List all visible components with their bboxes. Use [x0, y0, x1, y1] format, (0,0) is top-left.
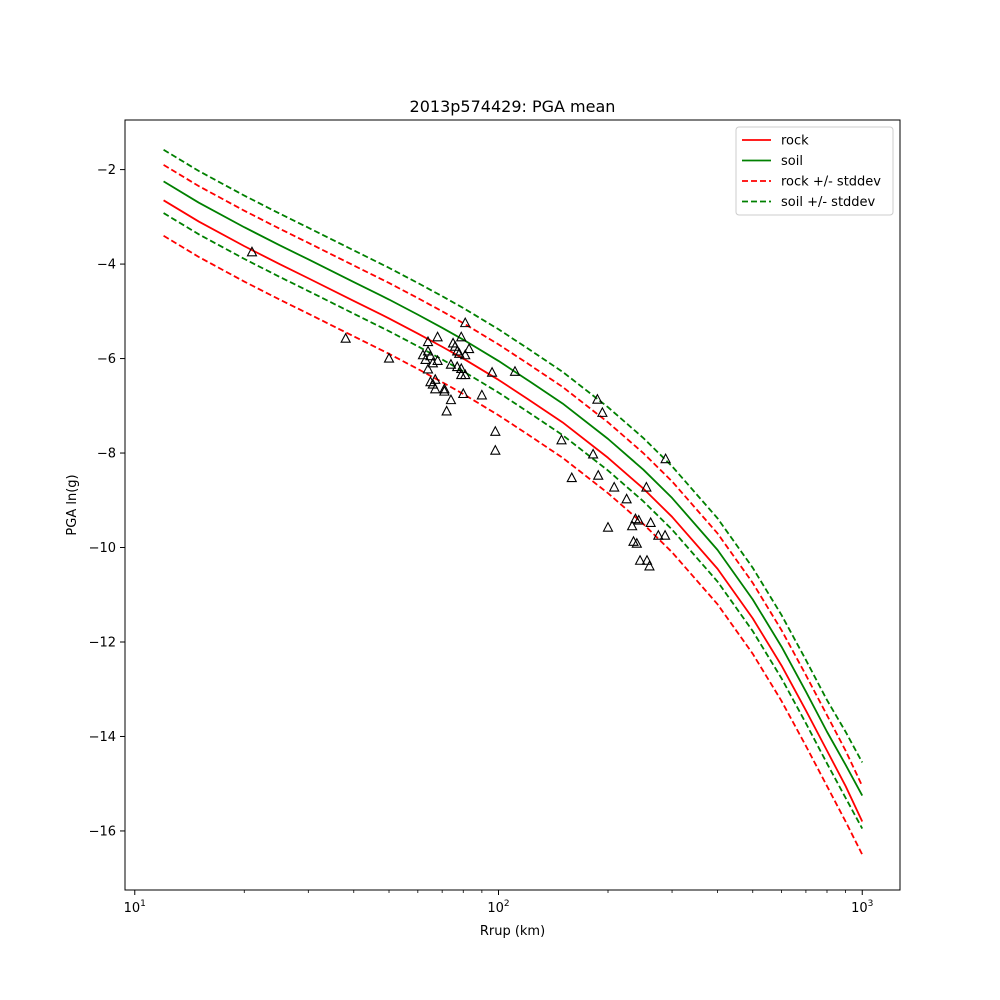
series-line-4 [163, 148, 864, 763]
observation-marker-19 [445, 393, 457, 405]
y-tick-label-2: −6 [97, 352, 116, 367]
observation-marker-44 [596, 406, 608, 417]
observation-marker-41 [587, 448, 599, 459]
observation-marker-45 [602, 521, 614, 532]
series-line-1 [163, 180, 864, 796]
legend-label-1: soil [781, 154, 803, 169]
observation-marker-31 [459, 368, 471, 380]
x-tick-label-1: 102 [487, 899, 509, 916]
series-line-0 [163, 199, 864, 822]
y-tick-label-3: −8 [97, 447, 116, 462]
y-tick-label-1: −4 [97, 258, 116, 273]
observation-marker-40 [566, 471, 578, 483]
observation-marker-26 [455, 331, 467, 342]
y-tick-label-6: −14 [89, 730, 116, 745]
y-axis: −2 −4 −6 −8 −10 −12 −14 −16 [89, 163, 125, 839]
series-line-3 [163, 234, 864, 855]
observation-marker-57 [645, 516, 657, 528]
observation-marker-35 [486, 366, 498, 377]
observation-marker-47 [621, 493, 633, 504]
observation-marker-32 [459, 316, 471, 328]
observation-marker-46 [608, 481, 620, 492]
observation-marker-39 [556, 434, 567, 445]
observation-marker-55 [641, 554, 653, 565]
plot-frame [124, 119, 901, 891]
observation-marker-20 [445, 358, 457, 369]
observation-marker-36 [489, 425, 501, 436]
observation-marker-18 [441, 405, 453, 416]
x-axis-label: Rrup (km) [480, 924, 545, 939]
observation-marker-13 [429, 383, 441, 394]
observation-marker-8 [425, 350, 436, 361]
observation-marker-59 [659, 529, 671, 540]
legend-label-0: rock [781, 134, 809, 149]
observation-marker-60 [660, 453, 672, 464]
observation-marker-0 [246, 246, 258, 257]
y-tick-label-7: −16 [89, 824, 116, 839]
y-axis-label: PGA ln(g) [65, 474, 80, 535]
observation-marker-54 [640, 481, 652, 492]
observation-marker-17 [438, 385, 450, 396]
chart-title: 2013p574429: PGA mean [410, 97, 616, 116]
observation-marker-7 [422, 363, 434, 374]
observation-marker-38 [509, 365, 521, 376]
observation-marker-15 [432, 354, 443, 365]
observation-marker-34 [476, 389, 488, 400]
series-line-2 [163, 164, 864, 787]
observation-marker-37 [489, 444, 501, 455]
observation-marker-33 [463, 342, 475, 354]
y-tick-label-0: −2 [97, 163, 116, 178]
observation-marker-43 [592, 469, 604, 480]
observation-marker-9 [425, 376, 436, 387]
observation-marker-11 [427, 357, 439, 368]
plot-content [163, 148, 864, 855]
x-axis: 101 102 103 [124, 890, 873, 916]
observation-marker-42 [591, 393, 603, 404]
observation-marker-48 [626, 520, 638, 531]
observation-marker-51 [631, 537, 643, 548]
legend: rock soil rock +/- stddev soil +/- stddev [735, 126, 894, 216]
y-tick-label-4: −10 [89, 541, 116, 556]
x-tick-label-2: 103 [851, 899, 873, 916]
x-tick-label-0: 101 [124, 899, 146, 916]
legend-label-3: soil +/- stddev [781, 195, 876, 210]
observation-marker-53 [634, 554, 646, 565]
y-tick-label-5: −12 [89, 635, 116, 650]
observation-marker-16 [438, 383, 450, 394]
observation-marker-14 [432, 331, 443, 342]
observation-marker-25 [453, 347, 465, 358]
observation-marker-28 [455, 362, 467, 374]
observation-marker-2 [383, 352, 395, 363]
observation-marker-52 [633, 514, 645, 525]
observation-marker-56 [644, 560, 655, 571]
observation-marker-23 [451, 345, 463, 356]
observation-marker-1 [340, 332, 352, 343]
observation-marker-30 [459, 349, 471, 360]
series-line-5 [163, 212, 864, 830]
legend-label-2: rock +/- stddev [781, 175, 881, 190]
observation-marker-58 [652, 529, 664, 540]
observation-marker-29 [457, 387, 469, 399]
legend-box [735, 126, 894, 216]
